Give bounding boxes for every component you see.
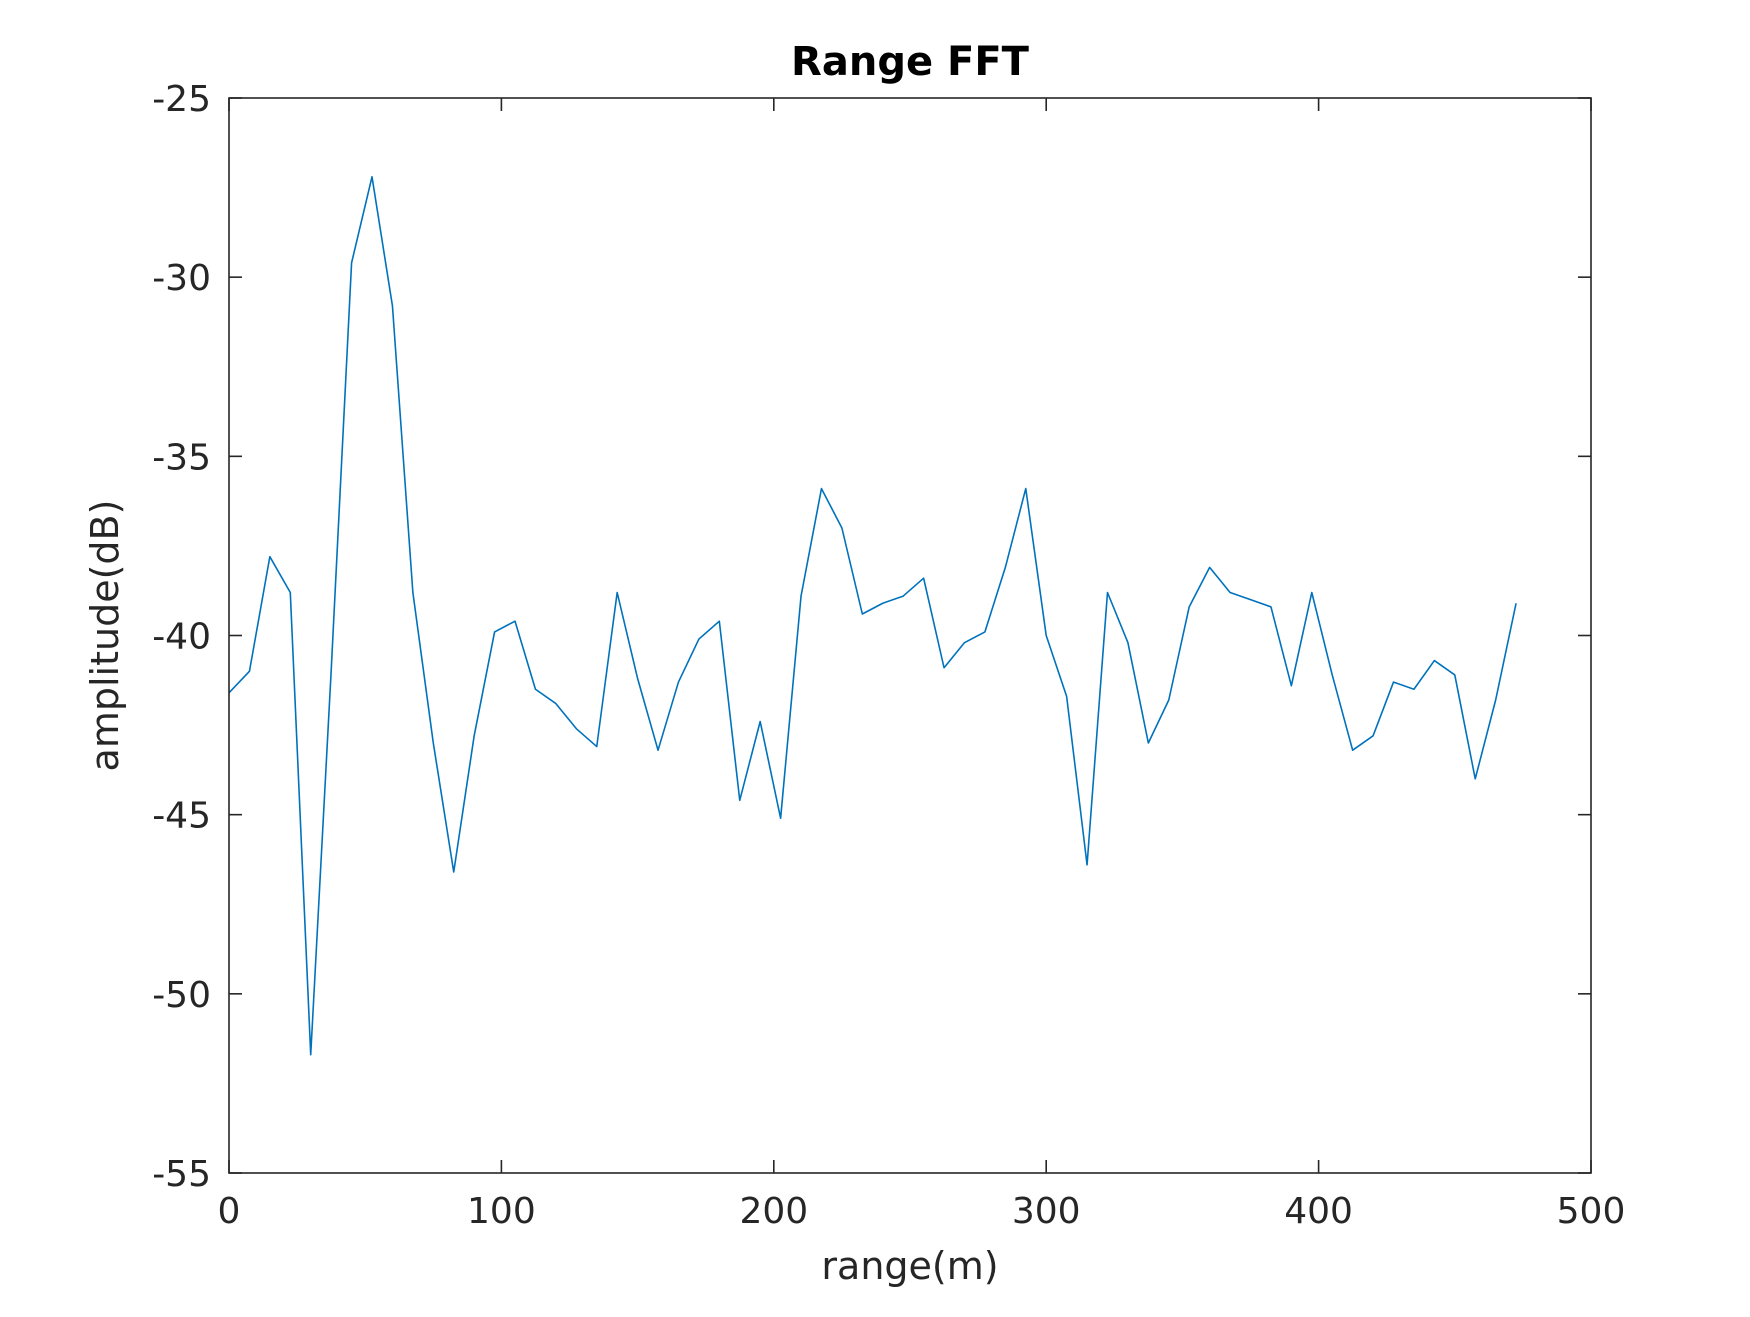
axes-box — [228, 97, 1592, 1174]
tick-labels: 0 100 200 300 400 500 -55 -50 -45 -40 -35 -30 -25 — [152, 79, 1625, 1232]
x-tick-label: 500 — [1557, 1191, 1626, 1232]
y-tick-label: -35 — [152, 437, 211, 478]
x-tick-label: 100 — [467, 1191, 536, 1232]
x-tick-label: 300 — [1012, 1191, 1081, 1232]
x-tick-label: 200 — [739, 1191, 808, 1232]
y-tick-label: -40 — [152, 617, 211, 658]
data-series-line — [228, 176, 1517, 1056]
x-axis-label: range(m) — [821, 1244, 998, 1288]
x-tick-label: 400 — [1284, 1191, 1353, 1232]
y-tick-label: -50 — [152, 975, 211, 1016]
y-tick-label: -55 — [152, 1154, 211, 1195]
x-tick-label: 0 — [218, 1191, 241, 1232]
y-tick-label: -45 — [152, 796, 211, 837]
y-tick-label: -25 — [152, 79, 211, 120]
chart-title: Range FFT — [791, 39, 1030, 85]
y-tick-label: -30 — [152, 258, 211, 299]
y-axis-label: amplitude(dB) — [83, 500, 127, 772]
plot-area — [229, 98, 1591, 1173]
